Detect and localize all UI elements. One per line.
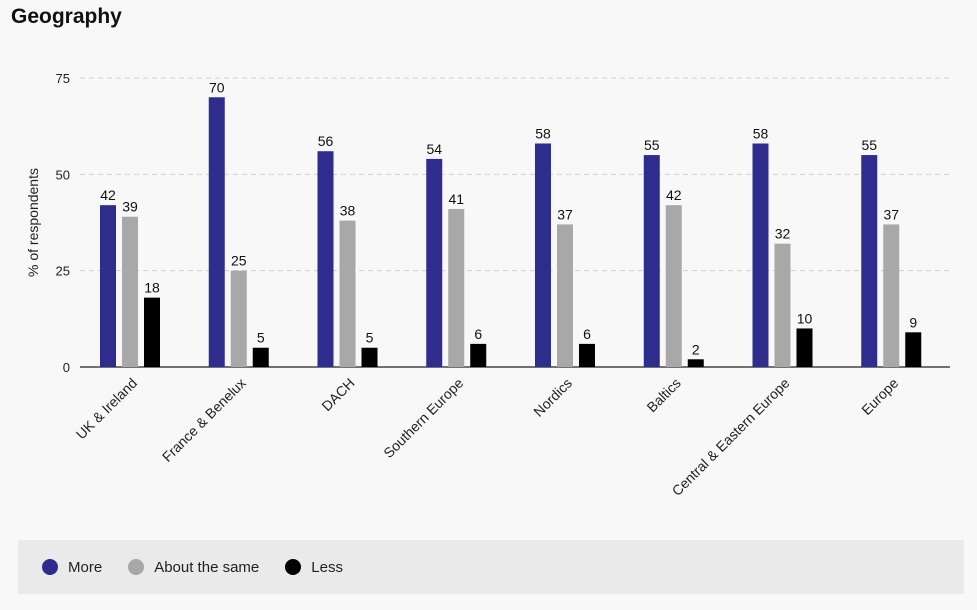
legend-label: About the same bbox=[154, 558, 260, 576]
data-label: 41 bbox=[448, 191, 464, 207]
data-label: 5 bbox=[366, 330, 374, 346]
legend-item-about-the-same[interactable]: About the same bbox=[128, 559, 259, 576]
data-label: 18 bbox=[144, 280, 160, 296]
data-label: 9 bbox=[909, 314, 917, 330]
data-label: 32 bbox=[775, 226, 791, 242]
x-tick-label: Southern Europe bbox=[380, 375, 466, 461]
data-label: 55 bbox=[861, 137, 877, 153]
bar bbox=[252, 347, 269, 367]
data-label: 6 bbox=[583, 326, 591, 342]
y-tick-label: 25 bbox=[56, 264, 70, 279]
bar bbox=[339, 220, 356, 367]
y-tick-label: 50 bbox=[56, 167, 70, 182]
data-label: 5 bbox=[257, 330, 265, 346]
data-label: 25 bbox=[231, 253, 247, 269]
legend-swatch-icon bbox=[42, 559, 58, 575]
legend: More About the same Less bbox=[18, 540, 964, 594]
data-label: 39 bbox=[122, 199, 138, 215]
data-label: 37 bbox=[883, 206, 899, 222]
bar bbox=[470, 343, 487, 367]
data-label: 70 bbox=[209, 79, 225, 95]
legend-swatch-icon bbox=[128, 559, 145, 575]
x-tick-label: Baltics bbox=[643, 375, 683, 415]
data-label: 55 bbox=[644, 137, 660, 153]
bar bbox=[579, 343, 595, 367]
y-tick-label: 75 bbox=[56, 71, 70, 86]
bar bbox=[448, 209, 465, 367]
data-label: 38 bbox=[340, 203, 356, 219]
bar bbox=[752, 143, 769, 367]
bar bbox=[208, 97, 225, 368]
data-label: 10 bbox=[797, 310, 813, 326]
y-axis-label: % of respondents bbox=[25, 168, 41, 277]
bar bbox=[796, 328, 813, 367]
bar bbox=[557, 224, 573, 367]
bar bbox=[905, 332, 922, 367]
data-label: 54 bbox=[426, 141, 442, 157]
data-label: 42 bbox=[666, 187, 682, 203]
bar bbox=[687, 359, 704, 367]
data-label: 37 bbox=[557, 206, 573, 222]
bar bbox=[361, 347, 378, 367]
bar bbox=[535, 143, 551, 367]
legend-item-more[interactable]: More bbox=[42, 559, 102, 576]
legend-item-less[interactable]: Less bbox=[285, 559, 343, 576]
bar bbox=[883, 224, 900, 367]
bar bbox=[426, 158, 443, 367]
data-label: 6 bbox=[474, 326, 482, 342]
bar bbox=[144, 297, 160, 367]
x-tick-label: DACH bbox=[318, 375, 357, 414]
x-tick-label: Central & Eastern Europe bbox=[669, 375, 793, 499]
legend-label: Less bbox=[311, 558, 343, 576]
bar bbox=[861, 155, 878, 367]
bar bbox=[665, 205, 682, 367]
bar bbox=[122, 216, 138, 367]
x-tick-label: France & Benelux bbox=[159, 375, 249, 465]
bar bbox=[100, 205, 116, 367]
bar bbox=[317, 151, 334, 367]
x-tick-label: Nordics bbox=[530, 375, 575, 420]
data-label: 42 bbox=[100, 187, 116, 203]
legend-label: More bbox=[68, 558, 103, 576]
bar bbox=[774, 243, 791, 367]
data-label: 56 bbox=[318, 133, 334, 149]
bar bbox=[230, 270, 247, 367]
bar bbox=[643, 155, 660, 367]
legend-swatch-icon bbox=[285, 559, 302, 575]
y-tick-label: 0 bbox=[63, 360, 70, 375]
x-tick-label: Europe bbox=[858, 375, 901, 418]
data-label: 2 bbox=[692, 341, 700, 357]
x-tick-label: UK & Ireland bbox=[73, 375, 140, 442]
data-label: 58 bbox=[753, 126, 769, 142]
chart-title: Geography bbox=[11, 5, 122, 28]
data-label: 58 bbox=[535, 126, 551, 142]
